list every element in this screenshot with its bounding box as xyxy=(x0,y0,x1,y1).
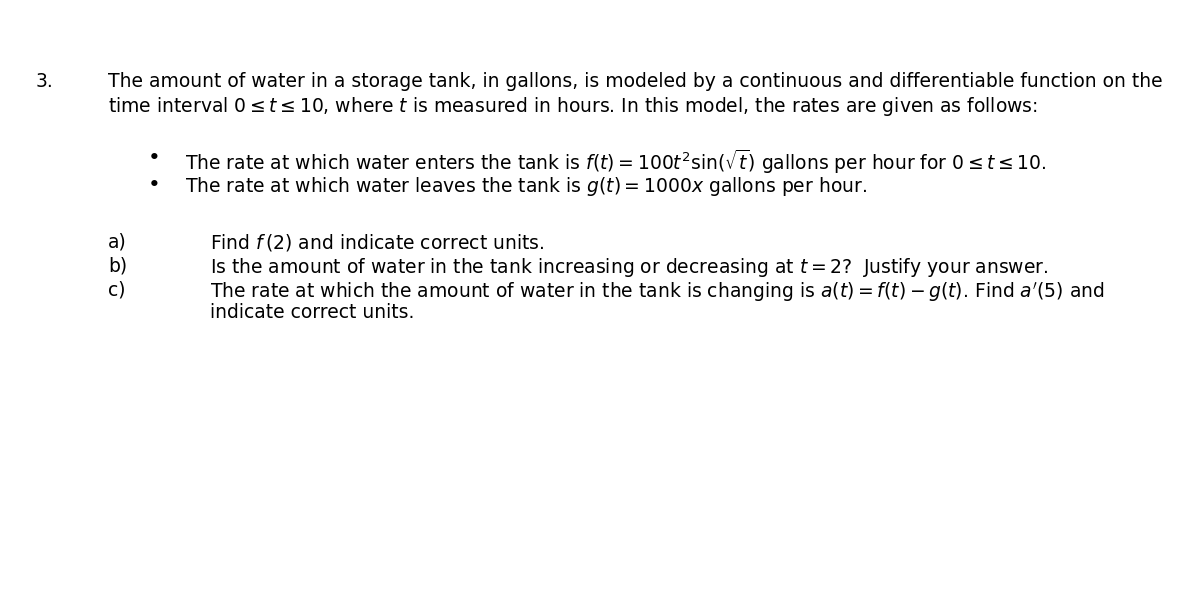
Text: indicate correct units.: indicate correct units. xyxy=(210,303,414,322)
Text: The amount of water in a storage tank, in gallons, is modeled by a continuous an: The amount of water in a storage tank, i… xyxy=(108,72,1163,91)
Text: •: • xyxy=(148,148,161,168)
Text: The rate at which water enters the tank is $f(t) = 100t^2 \sin\!(\sqrt{t})$ gall: The rate at which water enters the tank … xyxy=(185,148,1046,176)
Text: Find $f\,(2)$ and indicate correct units.: Find $f\,(2)$ and indicate correct units… xyxy=(210,232,545,253)
Text: b): b) xyxy=(108,256,127,275)
Text: The rate at which the amount of water in the tank is changing is $a(t) = f(t) - : The rate at which the amount of water in… xyxy=(210,280,1104,304)
Text: c): c) xyxy=(108,280,126,299)
Text: a): a) xyxy=(108,232,127,251)
Text: The rate at which water leaves the tank is $g(t) = 1000x$ gallons per hour.: The rate at which water leaves the tank … xyxy=(185,175,866,198)
Text: Is the amount of water in the tank increasing or decreasing at $t = 2?$  Justify: Is the amount of water in the tank incre… xyxy=(210,256,1049,279)
Text: 3.: 3. xyxy=(36,72,54,91)
Text: •: • xyxy=(148,175,161,195)
Text: time interval $0 \leq t \leq 10$, where $t$ is measured in hours. In this model,: time interval $0 \leq t \leq 10$, where … xyxy=(108,95,1038,118)
